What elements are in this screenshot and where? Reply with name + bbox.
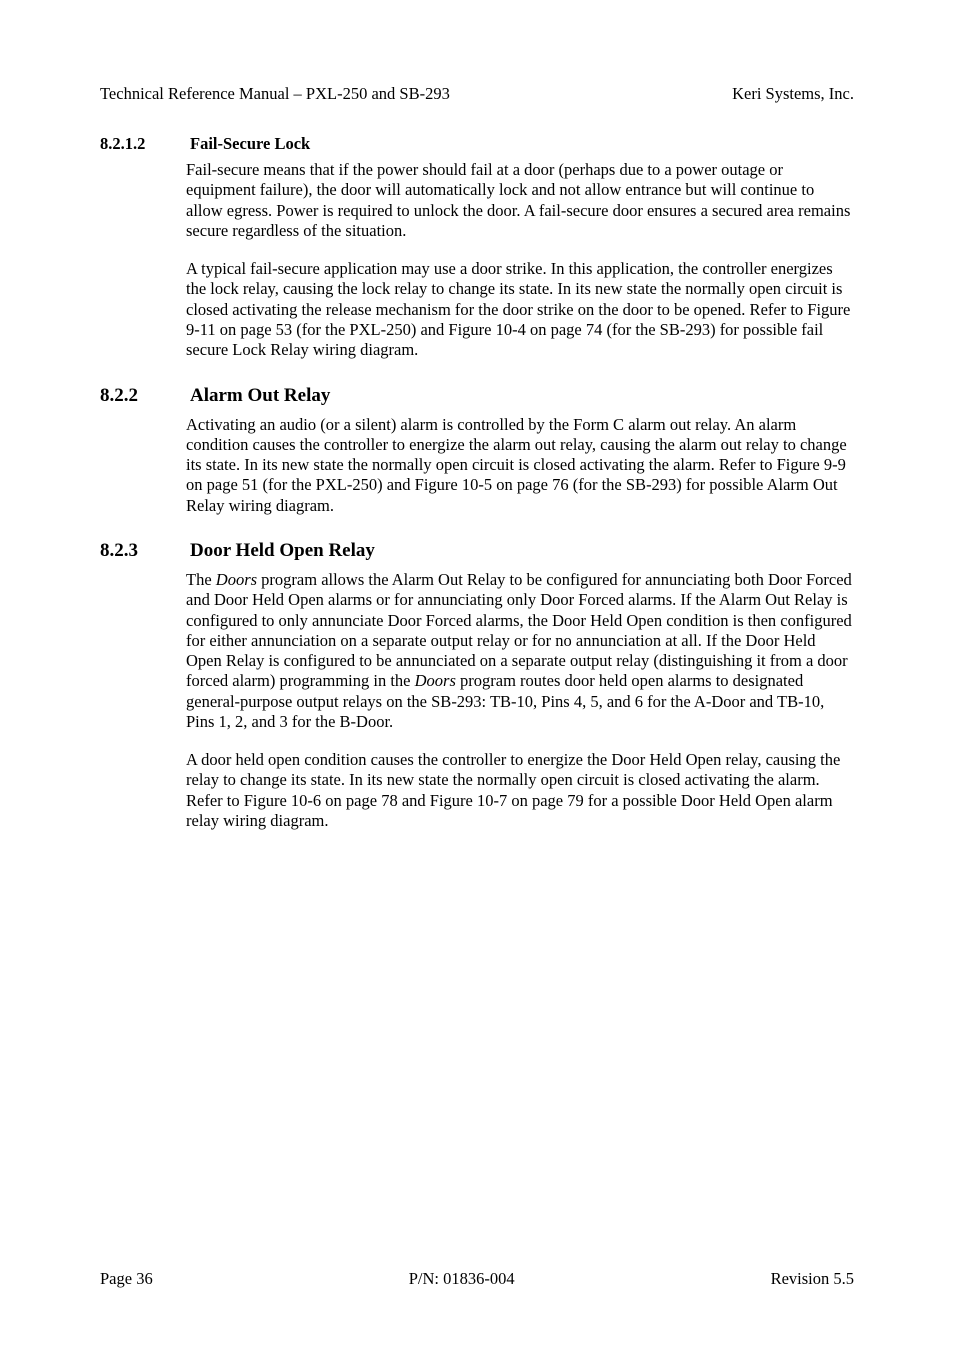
section-title: Door Held Open Relay	[190, 540, 375, 561]
footer-revision: Revision 5.5	[771, 1269, 854, 1289]
page-header: Technical Reference Manual – PXL-250 and…	[100, 84, 854, 104]
page-footer: Page 36 P/N: 01836-004 Revision 5.5	[100, 1269, 854, 1289]
paragraph: The Doors program allows the Alarm Out R…	[186, 570, 854, 732]
section-heading-door-held-open-relay: 8.2.3 Door Held Open Relay	[100, 540, 854, 562]
paragraph: Fail-secure means that if the power shou…	[186, 160, 854, 241]
header-left: Technical Reference Manual – PXL-250 and…	[100, 84, 450, 104]
section-heading-alarm-out-relay: 8.2.2 Alarm Out Relay	[100, 385, 854, 407]
paragraph: Activating an audio (or a silent) alarm …	[186, 415, 854, 516]
section-number: 8.2.2	[100, 385, 186, 407]
section-body-fail-secure-lock: Fail-secure means that if the power shou…	[186, 160, 854, 361]
paragraph: A door held open condition causes the co…	[186, 750, 854, 831]
header-right: Keri Systems, Inc.	[732, 84, 854, 104]
section-title: Alarm Out Relay	[190, 385, 330, 406]
footer-part-number: P/N: 01836-004	[409, 1269, 515, 1289]
footer-page-number: Page 36	[100, 1269, 153, 1289]
page: Technical Reference Manual – PXL-250 and…	[0, 0, 954, 1351]
paragraph: A typical fail-secure application may us…	[186, 259, 854, 360]
section-title: Fail-Secure Lock	[190, 134, 310, 153]
section-number: 8.2.1.2	[100, 134, 186, 154]
section-number: 8.2.3	[100, 540, 186, 562]
section-heading-fail-secure-lock: 8.2.1.2 Fail-Secure Lock	[100, 134, 854, 154]
section-body-alarm-out-relay: Activating an audio (or a silent) alarm …	[186, 415, 854, 516]
section-body-door-held-open-relay: The Doors program allows the Alarm Out R…	[186, 570, 854, 831]
